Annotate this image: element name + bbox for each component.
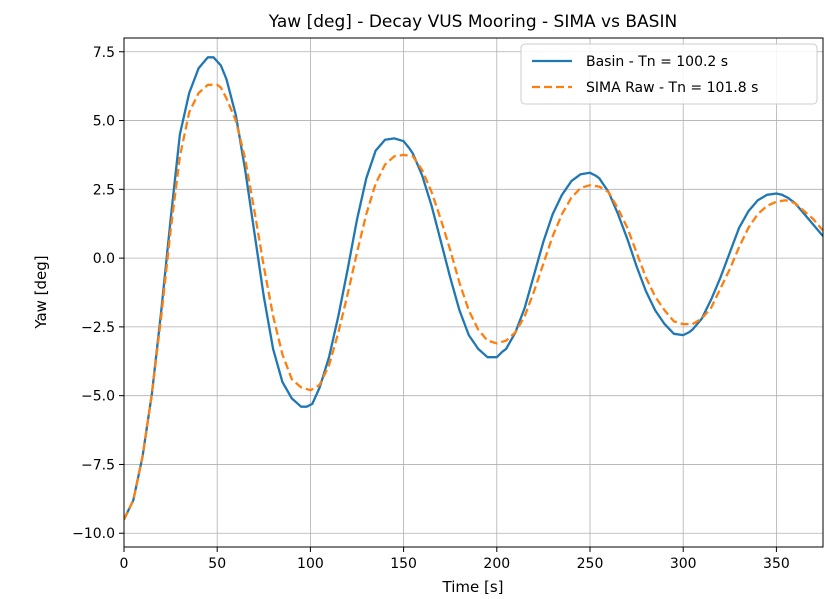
grid (123, 38, 823, 547)
y-tick-label: 7.5 (93, 45, 115, 61)
x-axis-label: Time [s] (442, 578, 504, 596)
legend-label-1: Basin - Tn = 100.2 s (586, 54, 728, 70)
x-tick-label: 50 (208, 556, 226, 572)
y-tick-label: −2.5 (81, 320, 115, 336)
x-tick-label: 100 (297, 556, 324, 572)
y-tick-label: −7.5 (81, 457, 115, 473)
y-axis-label: Yaw [deg] (32, 255, 50, 329)
x-tick-label: 200 (483, 556, 510, 572)
x-tick-label: 250 (577, 556, 604, 572)
y-tick-label: −10.0 (72, 526, 115, 542)
y-tick-label: 0.0 (93, 251, 115, 267)
x-tick-label: 0 (120, 556, 129, 572)
y-tick-label: 2.5 (93, 182, 115, 198)
legend-box (520, 43, 818, 105)
x-tick-label: 150 (390, 556, 417, 572)
series-line-1 (124, 56, 823, 520)
chart-title: Yaw [deg] - Decay VUS Mooring - SIMA vs … (268, 12, 677, 32)
x-axis: 0 50 100 150 200 250 300 350 (120, 547, 790, 572)
legend-label-2: SIMA Raw - Tn = 101.8 s (586, 80, 758, 96)
y-axis: −10.0 −7.5 −5.0 −2.5 0.0 2.5 5.0 7.5 (72, 45, 124, 542)
series-line-2 (124, 83, 823, 520)
y-tick-label: 5.0 (93, 114, 115, 130)
series-layer (124, 56, 823, 520)
plot-frame (123, 37, 824, 548)
x-tick-label: 350 (763, 556, 790, 572)
legend: Basin - Tn = 100.2 s SIMA Raw - Tn = 101.… (520, 43, 818, 105)
y-tick-label: −5.0 (81, 389, 115, 405)
x-tick-label: 300 (670, 556, 697, 572)
